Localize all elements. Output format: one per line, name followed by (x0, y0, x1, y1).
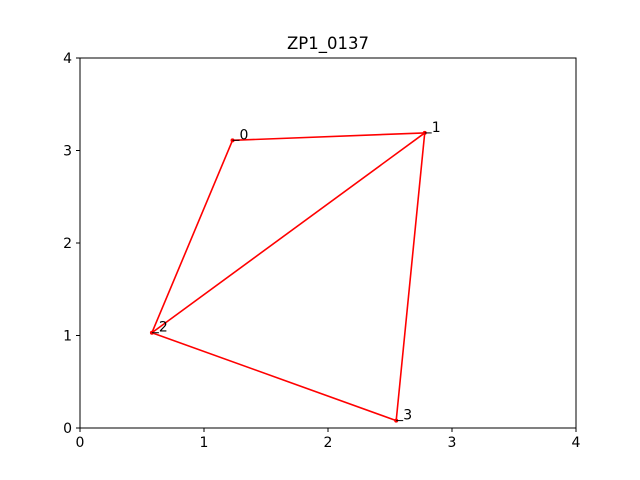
x-tick-label-2: 2 (324, 435, 333, 451)
node-label-0: 0 (240, 127, 249, 143)
x-tick-label-3: 3 (448, 435, 457, 451)
x-tick-label-1: 1 (200, 435, 209, 451)
chart-title: ZP1_0137 (287, 34, 369, 54)
node-label-3: 3 (403, 408, 412, 424)
node-label-1: 1 (432, 120, 441, 136)
y-tick-label-3: 3 (63, 144, 72, 160)
y-tick-label-1: 1 (63, 329, 72, 345)
node-label-2: 2 (159, 320, 168, 336)
y-tick-label-0: 0 (63, 421, 72, 437)
y-tick-label-2: 2 (63, 236, 72, 252)
x-tick-label-4: 4 (572, 435, 581, 451)
x-tick-label-0: 0 (76, 435, 85, 451)
y-tick-label-4: 4 (63, 51, 72, 67)
